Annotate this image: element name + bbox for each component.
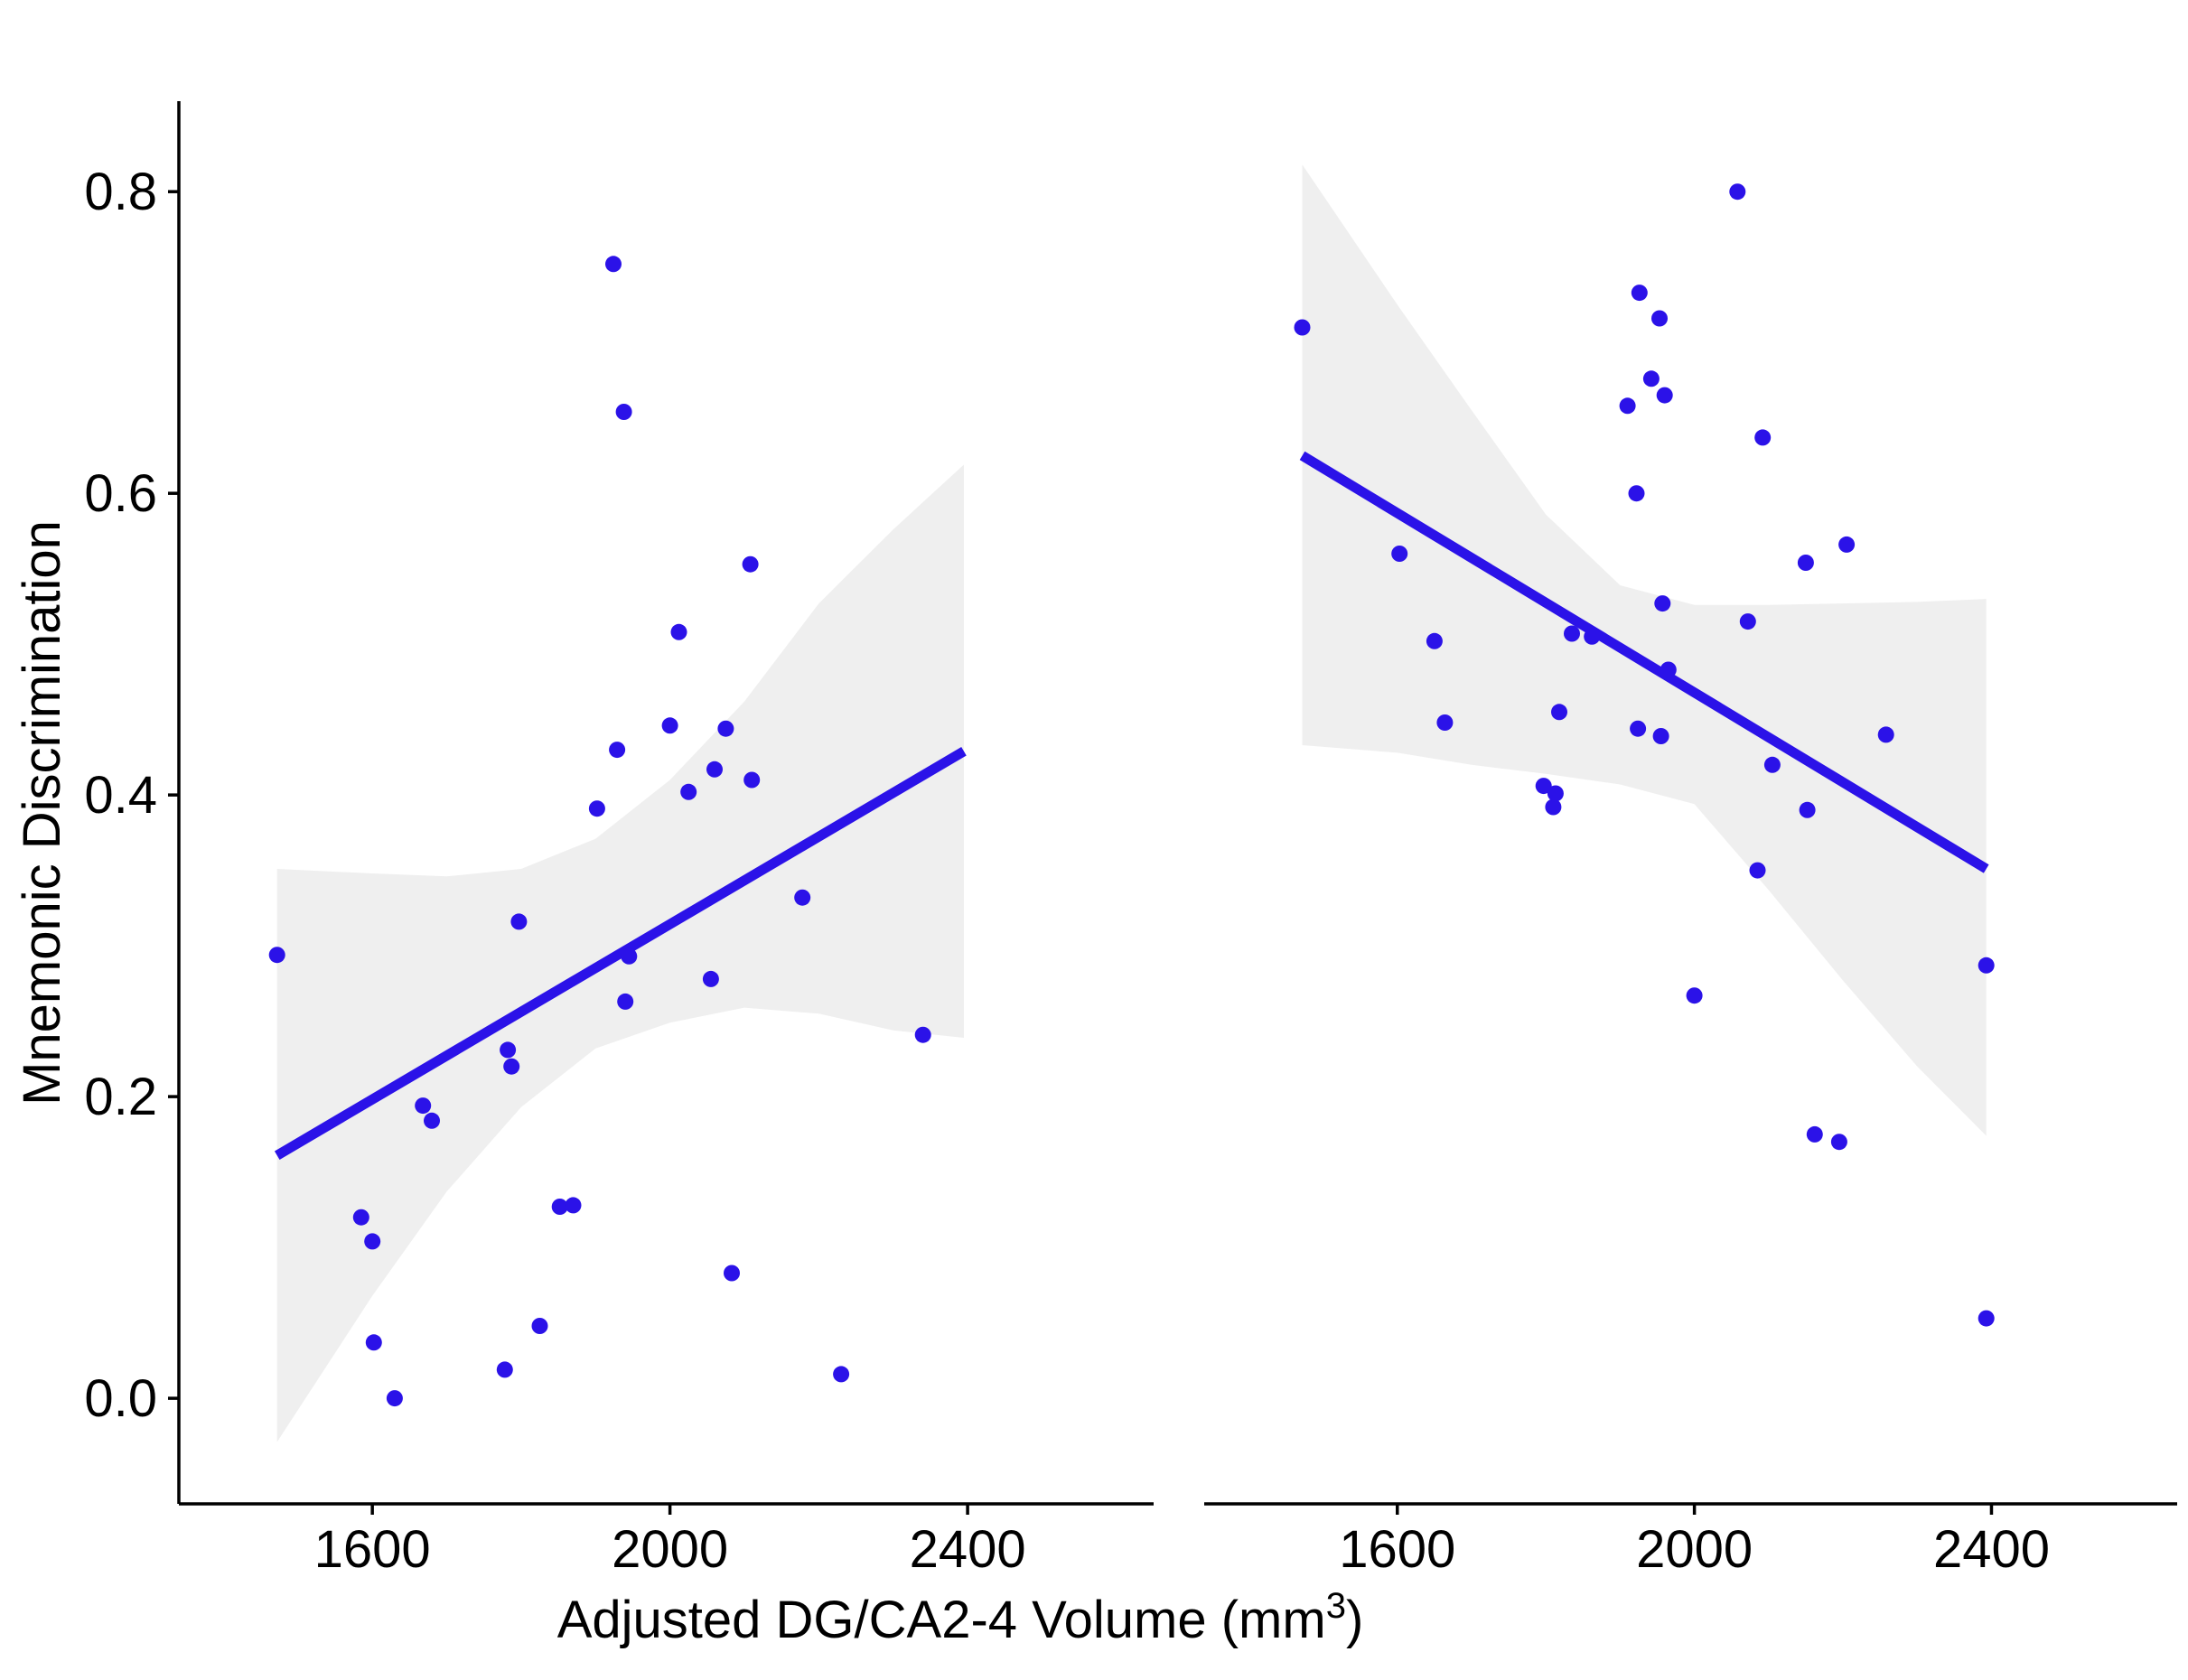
data-point-left-32 xyxy=(914,1026,931,1043)
data-point-left-9 xyxy=(500,1041,517,1059)
data-point-left-15 xyxy=(588,800,605,817)
data-point-right-1 xyxy=(1294,319,1311,336)
data-point-right-2 xyxy=(1391,546,1408,562)
x-axis-title-superscript: 3 xyxy=(1326,1586,1346,1626)
data-point-right-11 xyxy=(1619,397,1636,415)
regression-line-left xyxy=(274,746,967,1160)
data-point-left-3 xyxy=(364,1233,381,1250)
data-point-right-20 xyxy=(1660,661,1677,678)
x-tick-label-right-2: 2000 xyxy=(1636,1520,1753,1579)
x-tick-label-left-3: 2400 xyxy=(910,1520,1026,1579)
data-point-right-4 xyxy=(1436,714,1454,731)
x-tick-label-right-1: 1600 xyxy=(1339,1520,1455,1579)
data-point-left-14 xyxy=(565,1197,582,1214)
confidence-band-right xyxy=(1302,164,1987,1136)
data-point-left-27 xyxy=(724,1265,740,1282)
panel-right xyxy=(1294,164,1995,1327)
data-point-left-30 xyxy=(794,889,811,906)
data-point-right-19 xyxy=(1656,387,1673,404)
data-point-right-30 xyxy=(1830,1134,1847,1151)
data-point-left-25 xyxy=(706,761,723,778)
data-point-right-27 xyxy=(1797,555,1814,571)
data-point-right-7 xyxy=(1547,785,1564,802)
data-point-left-21 xyxy=(661,717,678,734)
data-point-left-7 xyxy=(424,1112,440,1129)
x-tick-label-left-2: 2000 xyxy=(612,1520,728,1579)
panel-left xyxy=(268,256,967,1442)
y-tick-label-4: 0.6 xyxy=(84,464,157,523)
data-point-right-18 xyxy=(1654,595,1671,612)
x-axes: 1600 2000 2400 1600 2000 2400 xyxy=(179,1502,2177,1579)
x-tick-label-left-1: 1600 xyxy=(314,1520,431,1579)
y-tick-label-3: 0.4 xyxy=(84,766,157,825)
data-point-right-15 xyxy=(1642,370,1660,387)
y-axis-title: Mnemonic Discrimination xyxy=(13,520,71,1106)
data-point-right-33 xyxy=(1978,957,1995,974)
x-axis-title: Adjusted DG/CA2-4 Volume (mm3) xyxy=(557,1586,1364,1649)
data-point-right-34 xyxy=(1978,1310,1995,1327)
data-point-left-26 xyxy=(717,720,734,737)
y-tick-label-1: 0.0 xyxy=(84,1369,157,1428)
data-point-left-16 xyxy=(605,256,622,273)
data-point-left-18 xyxy=(615,404,632,420)
data-point-left-10 xyxy=(503,1058,520,1075)
data-point-left-4 xyxy=(365,1334,382,1351)
data-point-right-13 xyxy=(1630,720,1647,737)
data-point-right-8 xyxy=(1551,704,1567,721)
data-point-left-22 xyxy=(670,623,687,640)
y-tick-label-5: 0.8 xyxy=(84,163,157,221)
data-point-right-28 xyxy=(1799,801,1816,818)
regression-line-right xyxy=(1299,451,1989,873)
data-point-left-8 xyxy=(496,1361,513,1378)
data-point-right-10 xyxy=(1584,628,1601,645)
data-point-right-3 xyxy=(1426,632,1443,649)
data-point-right-16 xyxy=(1651,310,1668,327)
data-point-right-25 xyxy=(1754,429,1772,446)
data-point-left-6 xyxy=(415,1097,432,1115)
data-point-left-13 xyxy=(551,1199,568,1215)
data-point-right-32 xyxy=(1877,726,1894,743)
data-point-left-19 xyxy=(617,993,634,1010)
y-axis: 0.0 0.2 0.4 0.6 0.8 xyxy=(84,101,181,1504)
data-point-left-12 xyxy=(531,1318,548,1334)
data-point-right-14 xyxy=(1631,285,1648,302)
x-tick-label-right-3: 2400 xyxy=(1933,1520,2050,1579)
data-point-right-21 xyxy=(1686,987,1703,1004)
x-axis-title-close: ) xyxy=(1346,1591,1363,1649)
data-point-left-2 xyxy=(352,1209,369,1226)
data-point-right-29 xyxy=(1806,1125,1823,1143)
data-point-right-23 xyxy=(1739,613,1756,630)
data-point-right-6 xyxy=(1545,798,1562,816)
data-point-right-26 xyxy=(1763,756,1781,773)
x-axis-title-main: Adjusted DG/CA2-4 Volume (mm xyxy=(557,1591,1326,1649)
data-point-left-23 xyxy=(680,783,697,800)
data-point-left-24 xyxy=(702,970,719,987)
data-point-right-12 xyxy=(1628,485,1645,502)
data-point-left-29 xyxy=(743,771,761,789)
data-point-right-17 xyxy=(1652,728,1669,744)
data-point-left-31 xyxy=(833,1366,850,1383)
data-point-left-20 xyxy=(621,947,638,965)
data-point-left-1 xyxy=(268,947,285,964)
data-point-left-11 xyxy=(510,913,528,930)
data-point-left-5 xyxy=(386,1390,403,1407)
data-point-left-28 xyxy=(742,555,759,573)
y-tick-label-2: 0.2 xyxy=(84,1068,157,1126)
data-point-left-17 xyxy=(609,742,626,759)
data-point-right-31 xyxy=(1838,536,1856,553)
data-point-right-24 xyxy=(1749,862,1766,879)
data-point-right-5 xyxy=(1535,778,1552,795)
data-point-right-22 xyxy=(1729,183,1746,201)
data-point-right-9 xyxy=(1564,625,1580,642)
